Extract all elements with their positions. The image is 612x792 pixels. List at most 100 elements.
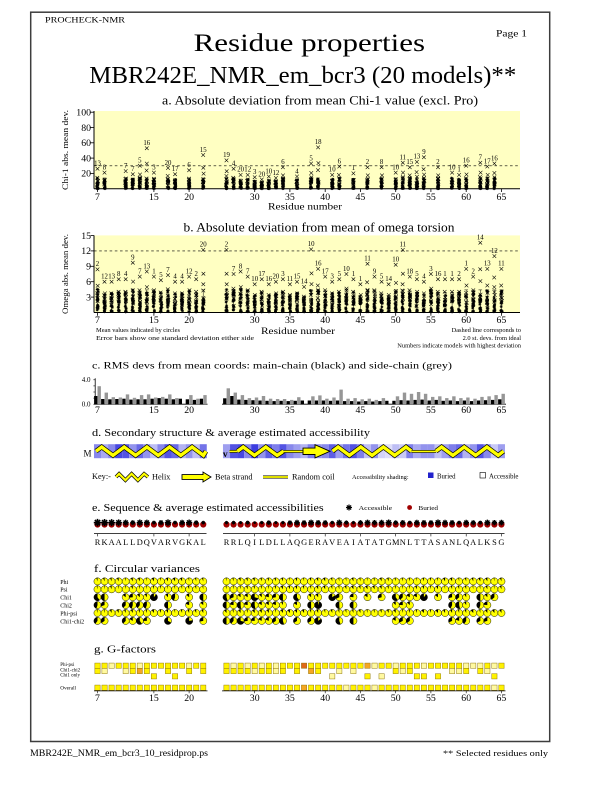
svg-text:A: A: [357, 538, 363, 547]
svg-text:20: 20: [184, 405, 194, 416]
svg-text:Mean values indicated by circl: Mean values indicated by circles: [96, 327, 181, 334]
svg-text:50: 50: [391, 693, 401, 704]
svg-text:R: R: [224, 538, 230, 547]
svg-text:6: 6: [281, 159, 285, 166]
svg-text:2.0 st. devs. from ideal: 2.0 st. devs. from ideal: [463, 335, 522, 342]
svg-text:** Selected residues only: ** Selected residues only: [443, 748, 549, 758]
svg-text:7: 7: [246, 268, 250, 275]
svg-text:15: 15: [149, 693, 159, 704]
svg-text:19: 19: [223, 152, 230, 159]
svg-text:5: 5: [338, 271, 342, 278]
svg-text:V: V: [329, 538, 335, 547]
svg-text:11: 11: [400, 242, 407, 249]
svg-text:A: A: [158, 538, 164, 547]
svg-text:45: 45: [356, 315, 366, 326]
svg-text:17: 17: [172, 166, 179, 173]
svg-text:3: 3: [253, 169, 257, 176]
svg-text:20: 20: [184, 315, 194, 326]
svg-text:V: V: [151, 538, 157, 547]
svg-text:3: 3: [86, 292, 91, 303]
svg-text:14: 14: [477, 235, 484, 242]
svg-text:16: 16: [315, 261, 322, 268]
svg-text:0.0: 0.0: [82, 401, 91, 409]
svg-text:16: 16: [491, 155, 498, 162]
svg-text:4.0: 4.0: [82, 376, 91, 384]
svg-text:MBR242E_NMR_em_bcr3 (20 models: MBR242E_NMR_em_bcr3 (20 models)**: [89, 63, 516, 89]
svg-text:G: G: [301, 538, 307, 547]
svg-text:S: S: [436, 538, 441, 547]
svg-text:35: 35: [285, 192, 295, 203]
svg-text:L: L: [130, 538, 135, 547]
svg-text:5: 5: [309, 155, 313, 162]
svg-text:12: 12: [101, 274, 108, 281]
svg-text:15: 15: [149, 405, 159, 416]
svg-text:20: 20: [258, 171, 265, 178]
svg-text:12: 12: [273, 170, 280, 177]
svg-text:Residue properties: Residue properties: [194, 28, 426, 57]
svg-text:4: 4: [422, 274, 426, 281]
svg-text:Q: Q: [463, 538, 469, 547]
svg-text:30: 30: [250, 315, 260, 326]
svg-text:Chi1-chi2: Chi1-chi2: [60, 619, 84, 625]
svg-text:11: 11: [498, 261, 505, 268]
svg-text:c. RMS devs from mean coords:: c. RMS devs from mean coords: main-chain…: [92, 361, 452, 372]
svg-text:4: 4: [180, 274, 184, 281]
svg-text:14: 14: [301, 279, 308, 286]
svg-text:T: T: [421, 538, 426, 547]
svg-text:7: 7: [124, 163, 128, 170]
svg-text:20: 20: [200, 242, 207, 249]
svg-text:K: K: [484, 538, 490, 547]
svg-text:1: 1: [152, 268, 155, 275]
svg-text:R: R: [165, 538, 171, 547]
svg-text:A: A: [287, 538, 293, 547]
svg-text:7: 7: [95, 315, 100, 326]
svg-text:T: T: [365, 538, 370, 547]
svg-text:55: 55: [426, 192, 436, 203]
svg-text:7: 7: [95, 405, 100, 416]
svg-text:1: 1: [359, 276, 362, 283]
svg-text:K: K: [186, 538, 192, 547]
svg-text:Residue number: Residue number: [261, 327, 336, 337]
svg-text:I: I: [253, 538, 256, 547]
svg-text:V: V: [172, 538, 178, 547]
svg-text:T: T: [379, 538, 384, 547]
svg-text:3: 3: [429, 266, 433, 273]
svg-text:11: 11: [400, 155, 407, 162]
svg-text:1: 1: [457, 167, 460, 174]
svg-text:A: A: [343, 538, 349, 547]
svg-text:16: 16: [143, 140, 150, 147]
svg-text:40: 40: [320, 192, 330, 203]
svg-text:3: 3: [330, 274, 334, 281]
svg-text:2: 2: [457, 271, 461, 278]
svg-text:L: L: [201, 538, 206, 547]
svg-text:Accessibility shading:: Accessibility shading:: [352, 474, 409, 481]
svg-text:13: 13: [108, 274, 115, 281]
svg-text:4: 4: [232, 161, 236, 168]
svg-text:13: 13: [143, 263, 150, 270]
svg-text:8: 8: [103, 164, 107, 171]
svg-text:Q: Q: [245, 538, 251, 547]
svg-text:45: 45: [356, 405, 366, 416]
svg-text:Helix: Helix: [152, 473, 171, 482]
svg-text:15: 15: [406, 159, 413, 166]
svg-text:6: 6: [338, 158, 342, 165]
svg-text:5: 5: [159, 272, 163, 279]
svg-text:1: 1: [450, 271, 453, 278]
svg-text:10: 10: [449, 164, 456, 171]
svg-text:I: I: [352, 538, 355, 547]
svg-text:2: 2: [225, 242, 229, 249]
svg-text:12: 12: [81, 246, 91, 257]
svg-text:A: A: [193, 538, 199, 547]
svg-text:4: 4: [295, 168, 299, 175]
svg-text:12: 12: [186, 268, 193, 275]
svg-text:A: A: [116, 538, 122, 547]
svg-text:100: 100: [76, 108, 91, 119]
svg-text:7: 7: [479, 155, 483, 162]
svg-text:Chi1-chi2: Chi1-chi2: [60, 669, 80, 674]
svg-text:65: 65: [497, 192, 507, 203]
svg-text:8: 8: [117, 271, 121, 278]
svg-text:6: 6: [86, 277, 91, 288]
svg-text:16: 16: [435, 271, 442, 278]
svg-text:9: 9: [131, 255, 135, 262]
svg-text:PROCHECK-NMR: PROCHECK-NMR: [45, 15, 125, 25]
